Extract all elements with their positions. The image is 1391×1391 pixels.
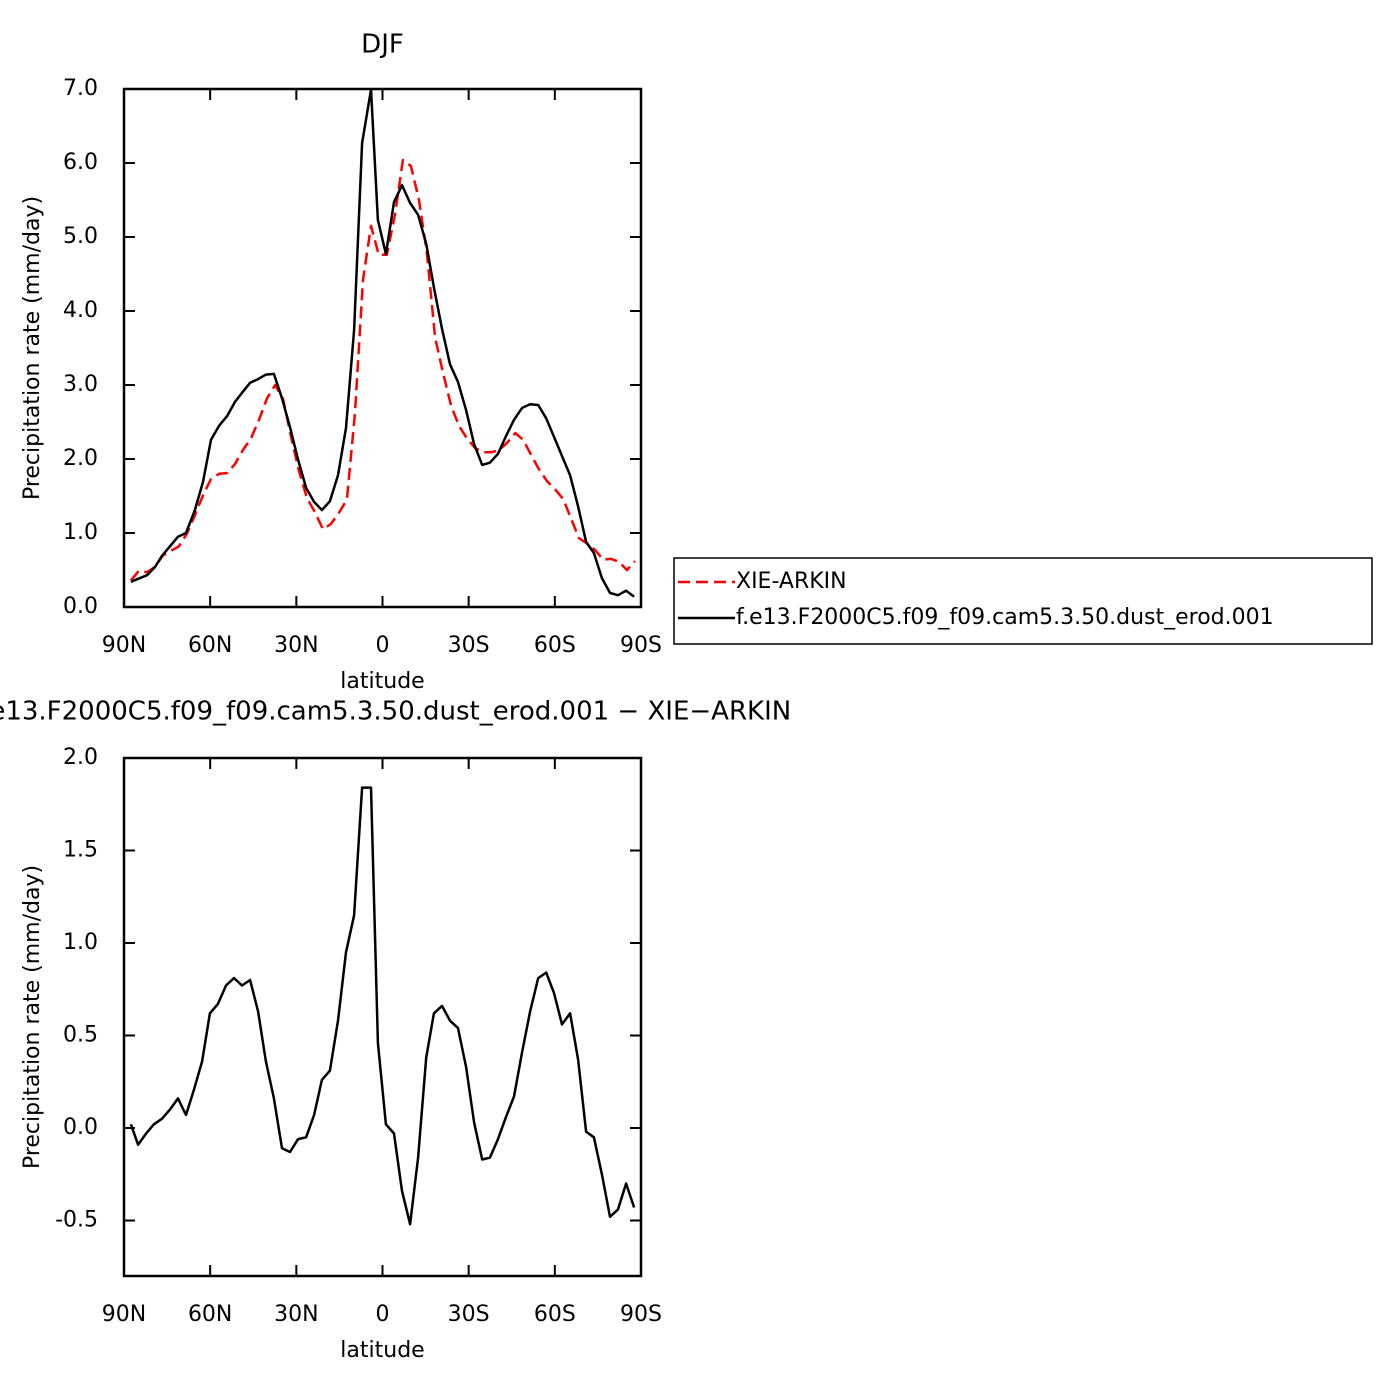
- x-tick-label: 30S: [448, 1302, 490, 1327]
- y-tick-label: 5.0: [63, 224, 98, 249]
- legend-label: f.e13.F2000C5.f09_f09.cam5.3.50.dust_ero…: [736, 605, 1274, 630]
- x-tick-label: 60N: [188, 1302, 232, 1327]
- x-tick-label: 90N: [102, 633, 146, 658]
- y-tick-label: 1.0: [63, 520, 98, 545]
- data-line: [129, 158, 636, 582]
- y-tick-label: 2.0: [63, 446, 98, 471]
- x-tick-label: 60S: [534, 1302, 576, 1327]
- legend-label: XIE-ARKIN: [736, 569, 847, 594]
- y-tick-label: 2.0: [63, 745, 98, 770]
- y-tick-label: 0.5: [63, 1023, 98, 1048]
- y-tick-label: 1.5: [63, 838, 98, 863]
- legend: XIE-ARKIN f.e13.F2000C5.f09_f09.cam5.3.50…: [673, 557, 1373, 645]
- y-tick-label: 0.0: [63, 594, 98, 619]
- x-tick-label: 30N: [274, 633, 318, 658]
- chart-title: DJF: [361, 30, 404, 60]
- y-tick-label: -0.5: [55, 1208, 98, 1233]
- x-axis-label: latitude: [340, 1338, 424, 1363]
- plot-frame: [122, 87, 643, 609]
- x-tick-label: 90N: [102, 1302, 146, 1327]
- y-tick-label: 7.0: [63, 76, 98, 101]
- data-line: [130, 88, 635, 598]
- y-axis-label: Precipitation rate (mm/day): [20, 865, 45, 1169]
- x-axis-label: latitude: [340, 669, 424, 694]
- x-tick-label: 30N: [274, 1302, 318, 1327]
- y-tick-label: 6.0: [63, 150, 98, 175]
- y-axis-label: Precipitation rate (mm/day): [20, 196, 45, 500]
- legend-box: [673, 557, 1373, 645]
- plot-area: f.e13.F2000C5.f09_f09.cam5.3.50.dust_ero…: [0, 697, 791, 1364]
- x-tick-label: 90S: [620, 633, 662, 658]
- y-tick-label: 4.0: [63, 298, 98, 323]
- chart-title: f.e13.F2000C5.f09_f09.cam5.3.50.dust_ero…: [0, 697, 791, 727]
- y-tick-label: 3.0: [63, 372, 98, 397]
- data-line: [129, 786, 636, 1226]
- x-tick-label: 0: [376, 1302, 390, 1327]
- x-tick-label: 60N: [188, 633, 232, 658]
- y-tick-label: 0.0: [63, 1115, 98, 1140]
- plot-frame: [122, 756, 643, 1278]
- x-tick-label: 0: [376, 633, 390, 658]
- x-tick-label: 30S: [448, 633, 490, 658]
- x-tick-label: 60S: [534, 633, 576, 658]
- x-tick-label: 90S: [620, 1302, 662, 1327]
- plot-area: DJF latitude Precipitation rate (mm/day) 0.…: [20, 30, 1373, 694]
- y-tick-label: 1.0: [63, 930, 98, 955]
